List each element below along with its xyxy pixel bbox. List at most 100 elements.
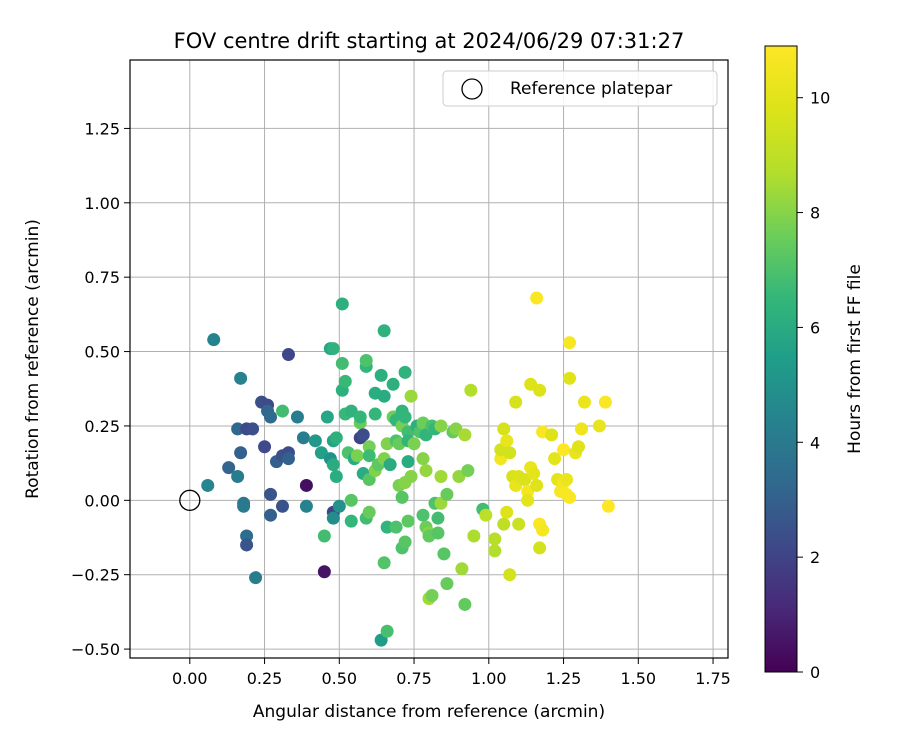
data-point [458, 597, 472, 611]
data-point [234, 446, 248, 460]
data-point [362, 440, 376, 454]
x-tick-label: 0.00 [172, 669, 208, 688]
colorbar-tick-label: 8 [810, 204, 820, 223]
data-point [455, 562, 469, 576]
data-point [335, 356, 349, 370]
data-point [512, 517, 526, 531]
data-point [560, 472, 574, 486]
chart-title: FOV centre drift starting at 2024/06/29 … [174, 29, 685, 53]
colorbar-tick-label: 10 [810, 89, 830, 108]
data-point [374, 368, 388, 382]
y-axis-ticks: −0.50 −0.25 0.00 0.25 0.50 0.75 1.00 1.25 [71, 119, 130, 659]
data-point [464, 383, 478, 397]
y-tick-label: 1.00 [84, 194, 120, 213]
plot-frame [129, 59, 729, 659]
data-point [299, 478, 313, 492]
colorbar-gradient [764, 45, 798, 673]
y-tick-label: 0.50 [84, 343, 120, 362]
data-point [344, 493, 358, 507]
data-point [500, 505, 514, 519]
data-point [503, 446, 517, 460]
y-tick-label: 0.75 [84, 268, 120, 287]
data-point [500, 434, 514, 448]
data-point [401, 455, 415, 469]
data-point [577, 395, 591, 409]
colorbar-tick-label: 0 [810, 663, 820, 682]
data-point [246, 422, 260, 436]
data-point [398, 365, 412, 379]
data-point [416, 508, 430, 522]
reference-platepar-marker [179, 489, 201, 511]
data-point [509, 395, 523, 409]
data-point [536, 523, 550, 537]
data-point [461, 464, 475, 478]
data-point [326, 511, 340, 525]
data-point [359, 353, 373, 367]
data-point [299, 499, 313, 513]
data-point [231, 422, 245, 436]
data-point [240, 529, 254, 543]
grid-lines [130, 60, 728, 658]
data-point [377, 389, 391, 403]
data-point [362, 449, 376, 463]
data-point [479, 508, 493, 522]
scatter-points [179, 291, 615, 647]
data-point [467, 529, 481, 543]
data-point [234, 371, 248, 385]
data-point [317, 565, 331, 579]
x-tick-label: 1.00 [471, 669, 507, 688]
data-point [329, 470, 343, 484]
data-point [533, 383, 547, 397]
data-point [488, 544, 502, 558]
data-point [440, 487, 454, 501]
data-point [563, 371, 577, 385]
y-tick-label: 0.25 [84, 417, 120, 436]
data-point [598, 395, 612, 409]
data-point [320, 410, 334, 424]
y-axis-label: Rotation from reference (arcmin) [23, 219, 43, 499]
data-point [545, 428, 559, 442]
data-point [368, 407, 382, 421]
data-point [275, 404, 289, 418]
data-point [407, 437, 421, 451]
data-point [434, 470, 448, 484]
data-point [497, 517, 511, 531]
data-point [308, 434, 322, 448]
data-point [530, 291, 544, 305]
data-point [317, 529, 331, 543]
data-point [231, 470, 245, 484]
data-point [395, 490, 409, 504]
x-axis-label: Angular distance from reference (arcmin) [253, 702, 605, 722]
data-point [380, 624, 394, 638]
y-tick-label: −0.50 [71, 640, 120, 659]
data-point [572, 440, 585, 454]
data-point [601, 499, 615, 513]
colorbar-tick-label: 2 [810, 548, 820, 567]
x-tick-label: 1.75 [695, 669, 731, 688]
data-point [533, 541, 547, 555]
data-point [563, 336, 577, 350]
data-point [249, 571, 263, 585]
data-point [574, 422, 588, 436]
y-tick-label: −0.25 [71, 566, 120, 585]
data-point [434, 419, 448, 433]
data-point [425, 589, 439, 603]
data-point [264, 410, 278, 424]
y-tick-label: 1.25 [84, 119, 120, 138]
data-point [338, 374, 352, 388]
data-point [380, 520, 394, 534]
colorbar-tick-label: 4 [810, 433, 820, 452]
data-point [458, 428, 472, 442]
data-point [521, 493, 535, 507]
data-point [326, 458, 340, 472]
data-point [431, 511, 445, 525]
x-tick-label: 0.50 [321, 669, 357, 688]
data-point [503, 568, 517, 582]
data-point [326, 342, 340, 356]
data-point [201, 478, 215, 492]
data-point [398, 410, 412, 424]
data-point [207, 333, 221, 347]
data-point [356, 428, 370, 442]
data-point [335, 297, 349, 311]
data-point [332, 499, 346, 513]
